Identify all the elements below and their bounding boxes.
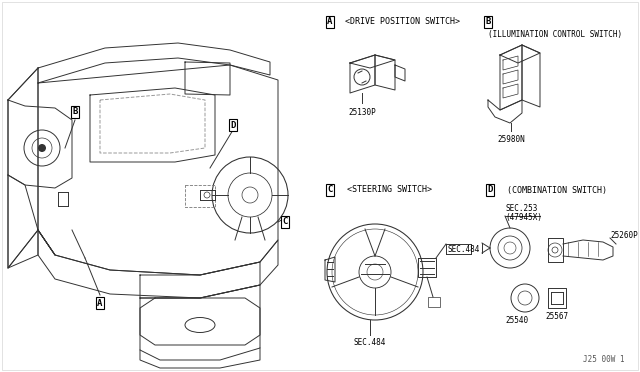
Text: SEC.253: SEC.253 bbox=[505, 204, 538, 213]
Text: (ILLUMINATION CONTROL SWITCH): (ILLUMINATION CONTROL SWITCH) bbox=[488, 29, 622, 38]
Text: SEC.484: SEC.484 bbox=[447, 244, 479, 253]
Text: 25567: 25567 bbox=[545, 312, 568, 321]
Circle shape bbox=[38, 144, 46, 152]
Text: J25 00W 1: J25 00W 1 bbox=[584, 355, 625, 364]
Text: A: A bbox=[327, 17, 333, 26]
Text: SEC.484: SEC.484 bbox=[354, 338, 386, 347]
Text: 25260P: 25260P bbox=[610, 231, 637, 241]
Text: <DRIVE POSITION SWITCH>: <DRIVE POSITION SWITCH> bbox=[345, 17, 460, 26]
Text: 25980N: 25980N bbox=[497, 135, 525, 144]
Text: (47945X): (47945X) bbox=[505, 213, 542, 222]
Text: D: D bbox=[487, 186, 493, 195]
Text: B: B bbox=[72, 108, 77, 116]
Text: (COMBINATION SWITCH): (COMBINATION SWITCH) bbox=[507, 186, 607, 195]
Bar bbox=[428, 297, 440, 307]
Text: <STEERING SWITCH>: <STEERING SWITCH> bbox=[347, 186, 432, 195]
Text: D: D bbox=[230, 121, 236, 129]
Text: B: B bbox=[485, 17, 491, 26]
Text: A: A bbox=[97, 298, 102, 308]
Text: C: C bbox=[282, 218, 288, 227]
Text: 25130P: 25130P bbox=[348, 108, 376, 117]
Text: C: C bbox=[327, 186, 333, 195]
Bar bbox=[185, 185, 215, 207]
Text: 25540: 25540 bbox=[506, 316, 529, 325]
